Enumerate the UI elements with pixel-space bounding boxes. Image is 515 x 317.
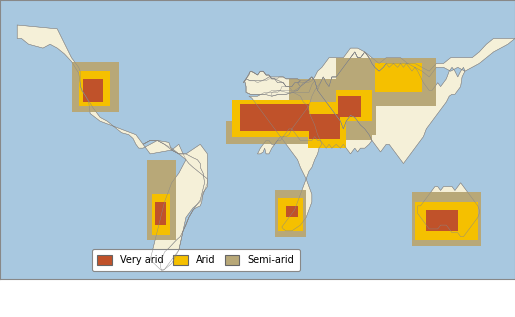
Polygon shape [338, 96, 360, 117]
Polygon shape [226, 121, 318, 144]
Polygon shape [243, 38, 515, 164]
Polygon shape [245, 77, 315, 96]
Polygon shape [286, 206, 298, 217]
Polygon shape [415, 202, 478, 241]
Polygon shape [412, 192, 480, 246]
Polygon shape [336, 90, 372, 121]
Polygon shape [307, 102, 346, 148]
Legend: Very arid, Arid, Semi-arid: Very arid, Arid, Semi-arid [92, 249, 300, 271]
Polygon shape [289, 79, 372, 140]
Polygon shape [17, 25, 208, 269]
Polygon shape [426, 210, 458, 231]
Polygon shape [241, 104, 309, 131]
Polygon shape [151, 194, 170, 235]
Polygon shape [249, 90, 322, 231]
Polygon shape [418, 183, 479, 236]
Polygon shape [79, 71, 110, 106]
Polygon shape [72, 61, 119, 112]
Polygon shape [309, 113, 340, 139]
Polygon shape [278, 198, 303, 231]
Polygon shape [154, 202, 166, 225]
Polygon shape [375, 63, 422, 92]
Polygon shape [147, 160, 176, 241]
Polygon shape [143, 140, 208, 271]
Polygon shape [232, 100, 311, 137]
Polygon shape [336, 58, 436, 106]
Polygon shape [274, 191, 306, 236]
Polygon shape [340, 96, 376, 135]
Polygon shape [83, 79, 103, 102]
